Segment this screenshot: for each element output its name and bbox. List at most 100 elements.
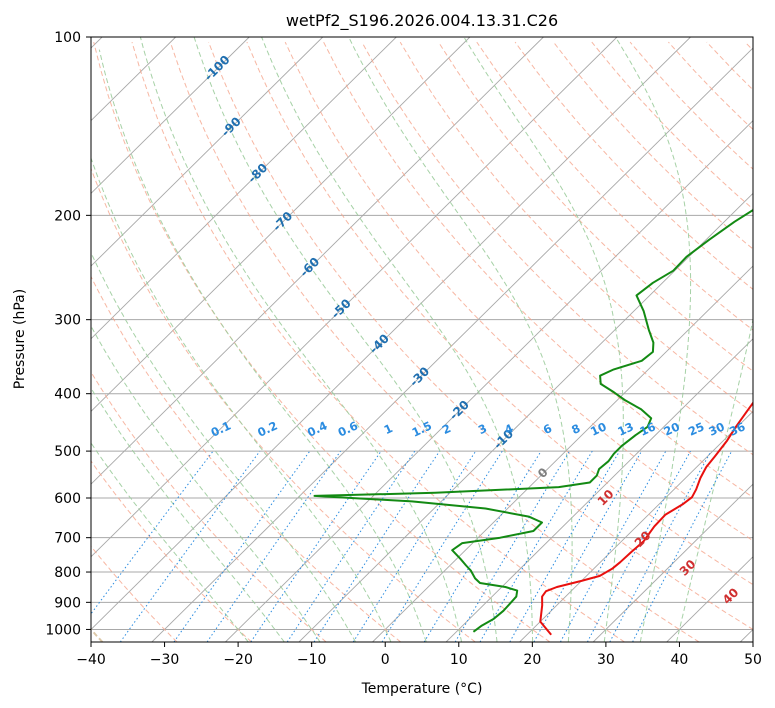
moist-adiabat-10: [139, 37, 463, 642]
moist-adiabat-25: [348, 37, 573, 642]
y-tick-label-1: 200: [54, 208, 81, 224]
moist-adiabat--15: [91, 387, 285, 642]
moist-adiabat-0: [91, 156, 392, 642]
dry-adiabat-20: [93, 41, 551, 642]
y-tick-label-8: 900: [54, 595, 81, 611]
dry-adiabat-60: [246, 41, 753, 586]
mixing-ratio-line-3: [206, 450, 342, 642]
isotherm--20: [225, 120, 753, 642]
dry-adiabat-110: [438, 41, 753, 372]
moist-adiabat--10: [91, 325, 321, 642]
isotherm--80: [91, 37, 397, 340]
y-tick-label-0: 100: [54, 30, 81, 46]
y-tick-label-4: 500: [54, 444, 81, 460]
mixing-ratio-label-1: 0.2: [255, 418, 279, 439]
x-tick-label-6: 20: [523, 652, 541, 668]
dry-adiabat-70: [284, 41, 753, 542]
dry-adiabat-label-2: 30: [677, 557, 699, 579]
y-axis-label: Pressure (hPa): [12, 289, 28, 389]
x-tick-label-9: 50: [744, 652, 762, 668]
dry-adiabat-80: [323, 41, 753, 498]
isotherm--90: [91, 37, 324, 267]
y-tick-label-5: 600: [54, 491, 81, 507]
moist-adiabat-30: [463, 37, 624, 642]
x-tick-label-1: −30: [150, 652, 180, 668]
mixing-ratio-line-6: [313, 450, 441, 642]
mixing-ratio-label-2: 0.4: [305, 418, 329, 439]
dry-adiabat-10: [91, 167, 476, 642]
x-axis-label: Temperature (°C): [361, 681, 483, 697]
mixing-ratio-line-12: [509, 450, 621, 642]
temperature-profile-line: [539, 401, 753, 636]
x-tick-label-2: −20: [223, 652, 253, 668]
isotherm--40: [91, 37, 691, 631]
isotherm--70: [91, 37, 471, 413]
dry-adiabat-30: [131, 41, 625, 642]
dry-adiabat-90: [361, 41, 753, 456]
mixing-ratio-line-7: [352, 450, 477, 642]
isotherm-10: [445, 338, 753, 642]
dry-adiabat-40: [169, 41, 700, 642]
isotherm-30: [592, 483, 753, 642]
x-tick-label-0: −40: [76, 652, 106, 668]
dry-adiabat-130: [514, 41, 753, 291]
mixing-ratio-label-10: 8: [569, 421, 582, 437]
chart-title: wetPf2_S196.2026.004.13.31.C26: [286, 11, 558, 31]
x-tick-label-4: 0: [381, 652, 390, 668]
mixing-ratio-label-13: 16: [637, 419, 657, 438]
mixing-ratio-label-0: 0.1: [209, 418, 233, 439]
axis-layer: −40 −30 −20 −10 0 10 20 30 40 5010020030040050060…: [45, 30, 762, 668]
mixing-ratio-line-0: [91, 450, 214, 615]
dewpoint-profile-line: [313, 208, 753, 633]
dry-adiabat-label-3: 40: [720, 585, 742, 607]
isotherm--30: [151, 47, 753, 642]
moist-adiabat-20: [261, 37, 534, 642]
dry-adiabat--20: [91, 460, 252, 642]
dry-adiabat-120: [476, 41, 753, 331]
moist-adiabat--20: [91, 442, 249, 642]
y-tick-label-9: 1000: [45, 622, 81, 638]
x-tick-label-8: 40: [671, 652, 689, 668]
mixing-ratio-label-17: 36: [727, 419, 747, 438]
y-tick-label-2: 300: [54, 313, 81, 329]
mixing-ratio-line-4: [250, 450, 382, 642]
mixing-ratio-line-1: [119, 450, 261, 642]
y-tick-label-3: 400: [54, 387, 81, 403]
mixing-ratio-label-11: 10: [588, 419, 608, 438]
mixing-ratio-line-13: [533, 450, 643, 642]
mixing-ratio-line-14: [559, 450, 667, 642]
isotherm-20: [519, 410, 753, 642]
isotherm--10: [298, 192, 753, 642]
mixing-ratio-label-9: 6: [541, 421, 554, 437]
plot-frame: [90, 36, 754, 643]
isotherm-40: [666, 556, 753, 642]
mixing-ratio-line-9: [423, 450, 542, 642]
moist-adiabat-15: [193, 37, 498, 642]
mixing-ratio-label-14: 20: [661, 419, 681, 438]
dry-adiabat--30: [91, 545, 178, 642]
mixing-ratio-label-7: 3: [476, 421, 489, 437]
dry-adiabat-50: [208, 41, 753, 631]
mixing-ratio-line-2: [173, 450, 311, 642]
isotherm-label-0: -100: [201, 53, 232, 84]
dry-adiabat-label-0: 10: [595, 487, 617, 509]
mixing-ratio-line-15: [586, 450, 691, 642]
grid-layer: [91, 37, 753, 642]
x-tick-label-7: 30: [597, 652, 615, 668]
mixing-ratio-label-6: 2: [440, 421, 453, 437]
mixing-ratio-line-10: [454, 450, 571, 642]
dry-adiabat-150: [591, 41, 753, 210]
mixing-ratio-label-4: 1: [382, 421, 395, 437]
mixing-ratio-line-17: [632, 450, 733, 642]
isotherm--60: [91, 37, 544, 485]
mixing-ratio-label-12: 13: [615, 419, 635, 438]
series-layer: [313, 208, 753, 636]
isotherm-label-4: -60: [297, 255, 322, 280]
moist-adiabat-5: [98, 49, 427, 642]
y-tick-label-7: 800: [54, 565, 81, 581]
y-tick-label-6: 700: [54, 531, 81, 547]
mixing-ratio-label-16: 30: [706, 419, 726, 438]
line-label-layer: -100-90-80-70-60-50-40-30-20-10010203040…: [201, 53, 747, 608]
moist-adiabat-40: [676, 317, 753, 642]
